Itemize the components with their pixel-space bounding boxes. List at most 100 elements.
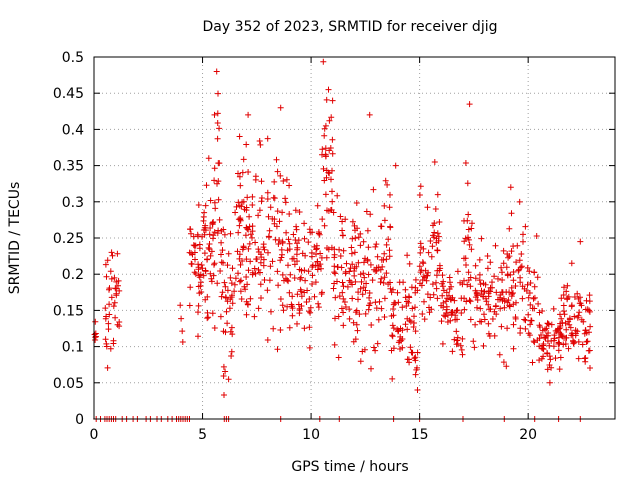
data-point bbox=[386, 253, 393, 260]
data-point bbox=[332, 294, 339, 301]
data-point bbox=[273, 156, 280, 163]
data-point bbox=[360, 270, 367, 277]
data-point bbox=[188, 230, 194, 237]
data-point bbox=[218, 251, 224, 258]
data-point bbox=[520, 231, 526, 238]
data-point bbox=[285, 262, 291, 269]
data-point bbox=[440, 299, 447, 306]
data-point bbox=[348, 250, 355, 257]
data-point bbox=[202, 202, 209, 209]
data-point bbox=[412, 328, 419, 335]
data-point bbox=[113, 278, 120, 285]
data-point bbox=[428, 253, 435, 260]
data-point bbox=[252, 173, 259, 180]
data-point bbox=[491, 308, 498, 315]
data-point bbox=[367, 300, 374, 307]
data-point bbox=[498, 323, 505, 330]
x-tick-label: 5 bbox=[198, 427, 207, 443]
data-point bbox=[114, 321, 121, 328]
data-point bbox=[235, 170, 241, 177]
data-point bbox=[237, 182, 244, 189]
data-point bbox=[204, 315, 211, 322]
data-point bbox=[312, 279, 319, 286]
data-point bbox=[206, 246, 213, 253]
data-point bbox=[110, 340, 117, 347]
data-point bbox=[294, 291, 301, 298]
data-point bbox=[524, 264, 531, 271]
data-point bbox=[485, 320, 492, 327]
data-point bbox=[256, 138, 263, 144]
data-point bbox=[396, 279, 403, 286]
data-point bbox=[219, 247, 226, 254]
data-point bbox=[452, 316, 459, 323]
data-point bbox=[228, 324, 235, 331]
data-point bbox=[453, 328, 460, 335]
data-point bbox=[207, 197, 214, 204]
data-point bbox=[487, 306, 494, 313]
data-point bbox=[402, 321, 409, 328]
data-point bbox=[306, 308, 313, 315]
data-point bbox=[355, 259, 362, 266]
data-point bbox=[245, 169, 252, 175]
y-tick-label: 0 bbox=[75, 412, 84, 428]
data-point bbox=[279, 251, 285, 258]
data-point bbox=[551, 332, 558, 339]
data-point bbox=[427, 294, 434, 301]
data-point bbox=[107, 268, 114, 275]
data-point bbox=[358, 278, 365, 285]
data-point bbox=[186, 302, 193, 309]
data-point bbox=[270, 325, 277, 332]
data-point bbox=[381, 202, 388, 209]
data-point bbox=[306, 344, 313, 351]
data-point bbox=[412, 304, 418, 311]
data-point bbox=[365, 271, 372, 278]
data-point bbox=[560, 292, 567, 298]
data-point bbox=[201, 231, 208, 238]
data-point bbox=[558, 315, 565, 322]
data-point bbox=[501, 298, 508, 305]
data-point bbox=[531, 305, 538, 312]
data-point-peak bbox=[366, 111, 373, 118]
data-point bbox=[214, 120, 221, 126]
data-point bbox=[216, 160, 223, 167]
data-point bbox=[330, 285, 337, 292]
data-point bbox=[323, 174, 330, 181]
data-point bbox=[357, 242, 364, 249]
data-point bbox=[521, 316, 528, 323]
data-point bbox=[389, 375, 396, 382]
data-point bbox=[257, 141, 264, 148]
data-point bbox=[264, 135, 271, 142]
data-point bbox=[244, 301, 251, 307]
data-point bbox=[476, 271, 483, 278]
data-point bbox=[208, 278, 215, 285]
data-point bbox=[487, 288, 494, 295]
data-point bbox=[399, 304, 406, 311]
data-point bbox=[224, 262, 231, 269]
data-point bbox=[357, 271, 364, 278]
data-point bbox=[484, 265, 491, 272]
data-point bbox=[385, 281, 392, 288]
data-point bbox=[321, 125, 328, 132]
data-point bbox=[522, 325, 529, 332]
data-point bbox=[214, 135, 221, 142]
data-point bbox=[329, 136, 336, 143]
data-point bbox=[298, 293, 305, 300]
data-point bbox=[329, 198, 336, 205]
data-point bbox=[209, 219, 216, 226]
data-point bbox=[314, 202, 321, 209]
data-point bbox=[202, 296, 209, 303]
data-point bbox=[510, 243, 517, 250]
data-point bbox=[434, 230, 441, 237]
data-point bbox=[492, 242, 499, 249]
data-point bbox=[363, 280, 370, 287]
data-point bbox=[577, 294, 583, 301]
data-point bbox=[329, 97, 336, 104]
data-point bbox=[547, 356, 554, 363]
data-point bbox=[386, 204, 393, 211]
data-point bbox=[376, 298, 383, 305]
data-point bbox=[306, 296, 313, 302]
data-point bbox=[224, 287, 231, 294]
data-point bbox=[102, 336, 109, 343]
data-point bbox=[575, 355, 582, 362]
data-point bbox=[199, 265, 206, 272]
